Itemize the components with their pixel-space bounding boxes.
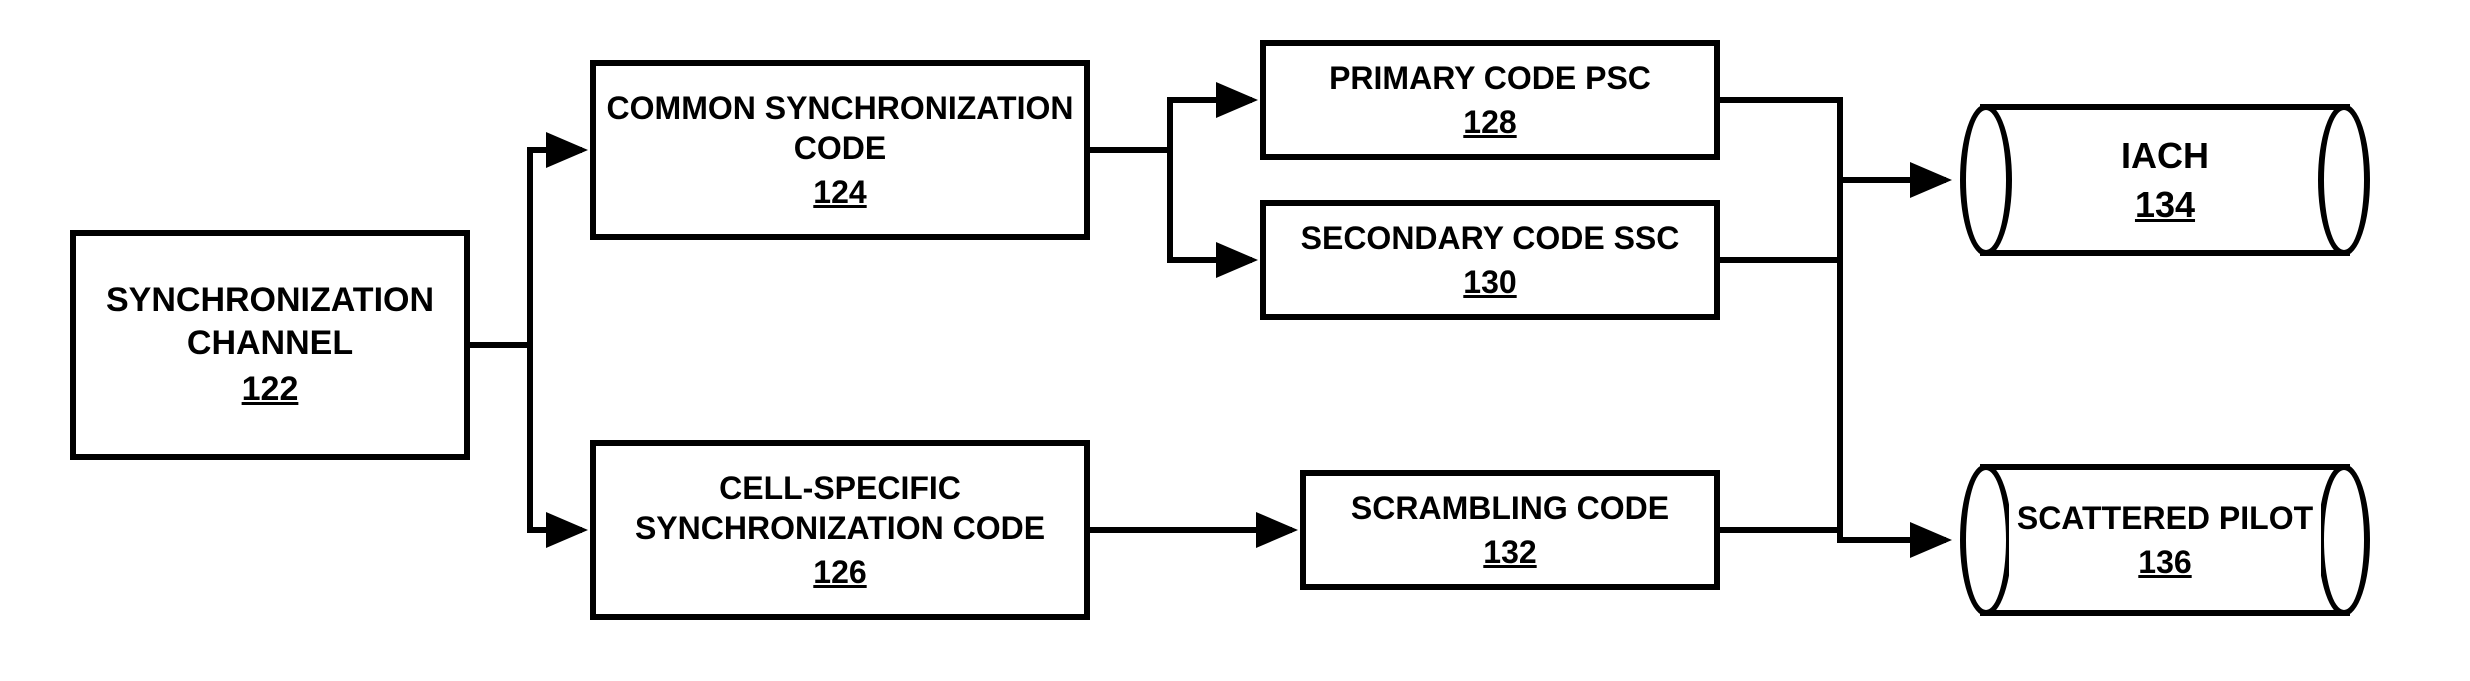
node-number: 128 (1463, 102, 1516, 142)
node-label: SCRAMBLING CODE (1351, 488, 1669, 528)
node-label: IACH (2121, 133, 2209, 178)
node-label: SCATTERED PILOT (2017, 498, 2313, 538)
node-number: 130 (1463, 262, 1516, 302)
node-number: 122 (242, 368, 299, 411)
node-label: SYNCHRONIZATION CHANNEL (76, 279, 464, 364)
node-number: 124 (813, 172, 866, 212)
node-primary: PRIMARY CODE PSC 128 (1260, 40, 1720, 160)
node-iach: IACH 134 (1980, 110, 2350, 250)
node-cell-specific: CELL-SPECIFIC SYNCHRONIZATION CODE 126 (590, 440, 1090, 620)
node-label: CELL-SPECIFIC SYNCHRONIZATION CODE (596, 468, 1084, 548)
node-label: COMMON SYNCHRONIZATION CODE (596, 88, 1084, 168)
node-secondary: SECONDARY CODE SSC 130 (1260, 200, 1720, 320)
node-label: SECONDARY CODE SSC (1301, 218, 1680, 258)
node-common-sync: COMMON SYNCHRONIZATION CODE 124 (590, 60, 1090, 240)
node-sync-channel: SYNCHRONIZATION CHANNEL 122 (70, 230, 470, 460)
node-number: 136 (2017, 542, 2313, 582)
node-scrambling: SCRAMBLING CODE 132 (1300, 470, 1720, 590)
node-number: 132 (1483, 532, 1536, 572)
node-number: 126 (813, 552, 866, 592)
node-scattered: SCATTERED PILOT 136 (1980, 470, 2350, 610)
node-label: PRIMARY CODE PSC (1329, 58, 1651, 98)
node-number: 134 (2121, 182, 2209, 227)
